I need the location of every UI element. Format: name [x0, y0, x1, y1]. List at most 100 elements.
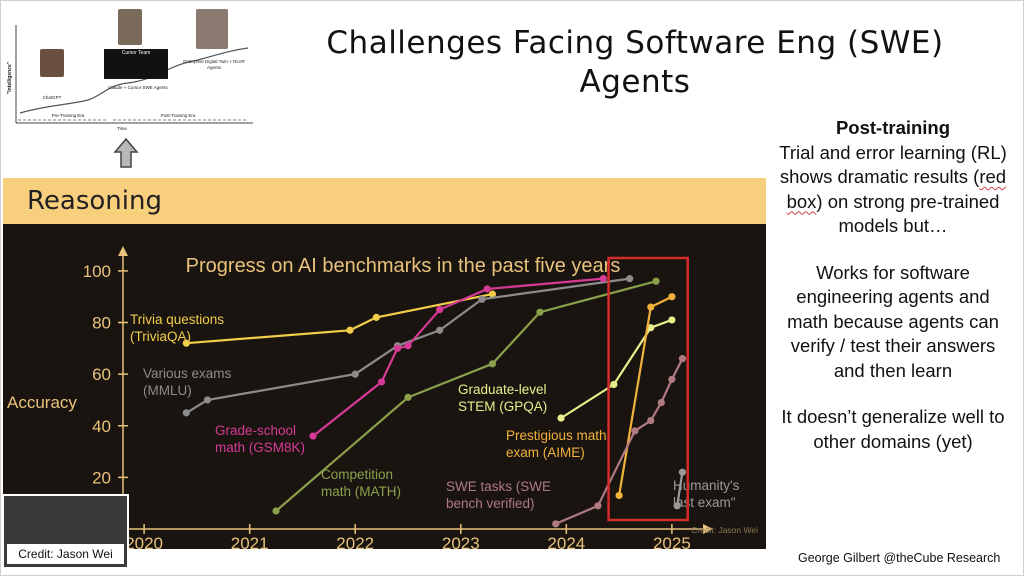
credit-label: Credit: Jason Wei	[7, 544, 124, 564]
series-label: Humanity's	[673, 478, 740, 493]
data-point	[678, 468, 687, 476]
data-point	[393, 344, 402, 352]
side-text-panel: Post-training Trial and error learning (…	[776, 116, 1010, 454]
side-paragraph-1-part-c: ) on strong pre-trained models but…	[816, 190, 1000, 237]
person-avatar	[196, 9, 228, 49]
data-point	[488, 360, 497, 368]
cursor-team-photo: Cursor Team	[104, 49, 168, 79]
side-heading: Post-training	[835, 117, 951, 138]
data-point	[673, 502, 681, 510]
cursor-team-label: Cursor Team	[121, 50, 151, 56]
y-tick-label: 20	[92, 468, 111, 487]
data-point	[610, 380, 618, 389]
title-line-1: Challenges Facing Software Eng (SWE)	[326, 25, 944, 61]
chart-title: Progress on AI benchmarks in the past fi…	[186, 255, 621, 277]
x-axis-arrow	[703, 524, 713, 534]
data-point	[182, 409, 190, 417]
data-point	[378, 378, 386, 386]
data-point	[647, 417, 655, 425]
inset-label-claude-cursor: Claude + Cursor SWE Agents	[108, 85, 168, 90]
series-label: Graduate-level	[458, 382, 547, 397]
side-paragraph-2: Works for software engineering agents an…	[787, 261, 999, 381]
series-label: Competition	[321, 467, 393, 482]
y-tick-label: 100	[83, 262, 111, 281]
data-point	[436, 306, 444, 314]
series-line	[560, 318, 673, 419]
inset-label-enterprise: Enterprise Digital Twin + RLVR Agents	[183, 59, 245, 70]
data-point	[372, 313, 380, 321]
data-point	[668, 293, 676, 301]
data-point	[647, 303, 655, 311]
data-point	[652, 277, 660, 285]
inset-xlabel: Time	[117, 126, 127, 131]
inset-label-pretraining: Pre-Training Era	[51, 113, 85, 118]
footer-attribution: George Gilbert @theCube Research	[798, 551, 1001, 565]
side-paragraph-1-part-b: red box	[786, 166, 1007, 212]
series-line	[676, 472, 684, 506]
data-point	[309, 432, 317, 440]
series-line	[186, 293, 493, 345]
series-label: STEM (GPQA)	[458, 399, 547, 414]
data-point	[478, 295, 486, 303]
side-paragraph-3: It doesn’t generalize well to other doma…	[781, 406, 1005, 452]
y-axis-label: Accuracy	[7, 393, 77, 412]
data-point	[599, 275, 607, 283]
data-point	[678, 355, 687, 363]
data-point	[436, 326, 444, 334]
data-point	[594, 502, 602, 510]
series-label: last exam"	[673, 495, 736, 510]
y-tick-label: 40	[92, 417, 111, 436]
data-point	[668, 316, 676, 324]
x-tick-label: 2021	[231, 534, 269, 549]
data-point	[536, 308, 544, 316]
y-tick-label: 80	[92, 314, 111, 333]
series-label: exam (AIME)	[506, 445, 585, 460]
data-point	[631, 427, 639, 435]
series-label: SWE tasks (SWE	[446, 479, 551, 494]
data-point	[404, 342, 412, 350]
person-avatar	[40, 49, 64, 77]
data-point	[557, 414, 565, 422]
series-label: bench verified)	[446, 496, 535, 511]
data-point	[182, 339, 190, 347]
intelligence-timeline-inset: "Intelligence" ChatGPT Cursor Team Claud…	[7, 5, 258, 133]
data-point	[626, 275, 634, 283]
data-point	[272, 507, 280, 515]
series-label: Trivia questions	[130, 312, 224, 327]
side-paragraph-1-part-a: Trial and error learning (RL) shows dram…	[779, 141, 1007, 188]
side-paragraph-1: Trial and error learning (RL) shows dram…	[776, 141, 1010, 239]
data-point	[203, 396, 212, 404]
x-tick-label: 2020	[125, 534, 163, 549]
data-point	[351, 370, 359, 378]
series-label: math (MATH)	[321, 484, 401, 499]
reasoning-label: Reasoning	[27, 186, 162, 216]
data-point	[657, 398, 665, 407]
slide-title: Challenges Facing Software Eng (SWE) Age…	[290, 24, 980, 102]
data-point	[488, 290, 497, 298]
x-tick-label: 2023	[442, 534, 480, 549]
inset-label-posttraining: Post-Training Era	[160, 113, 196, 118]
data-point	[615, 491, 623, 500]
person-avatar	[118, 9, 142, 45]
x-tick-label: 2025	[653, 534, 691, 549]
benchmark-chart: Progress on AI benchmarks in the past fi…	[3, 178, 766, 553]
up-arrow-icon	[113, 137, 139, 168]
chart-svg: Progress on AI benchmarks in the past fi…	[7, 246, 758, 553]
x-tick-label: 2022	[336, 534, 374, 549]
inset-label-chatgpt: ChatGPT	[42, 95, 62, 100]
y-axis-arrow	[118, 246, 128, 256]
highlight-box	[607, 256, 689, 522]
y-tick-label: 60	[92, 365, 111, 384]
series-label: math (GSM8K)	[215, 440, 305, 455]
data-point	[404, 393, 412, 401]
inset-ylabel: "Intelligence"	[7, 61, 14, 95]
data-point	[668, 375, 676, 383]
chart-credit: Credit: Jason Wei	[691, 525, 758, 535]
reasoning-banner: Reasoning	[3, 178, 766, 224]
series-label: Various exams	[143, 366, 232, 381]
series-label: (MMLU)	[143, 383, 192, 398]
series-label: (TriviaQA)	[130, 329, 191, 344]
title-line-2: Agents	[579, 64, 691, 100]
series-label: Grade-school	[215, 423, 296, 438]
series-label: Prestigious math	[506, 428, 607, 443]
